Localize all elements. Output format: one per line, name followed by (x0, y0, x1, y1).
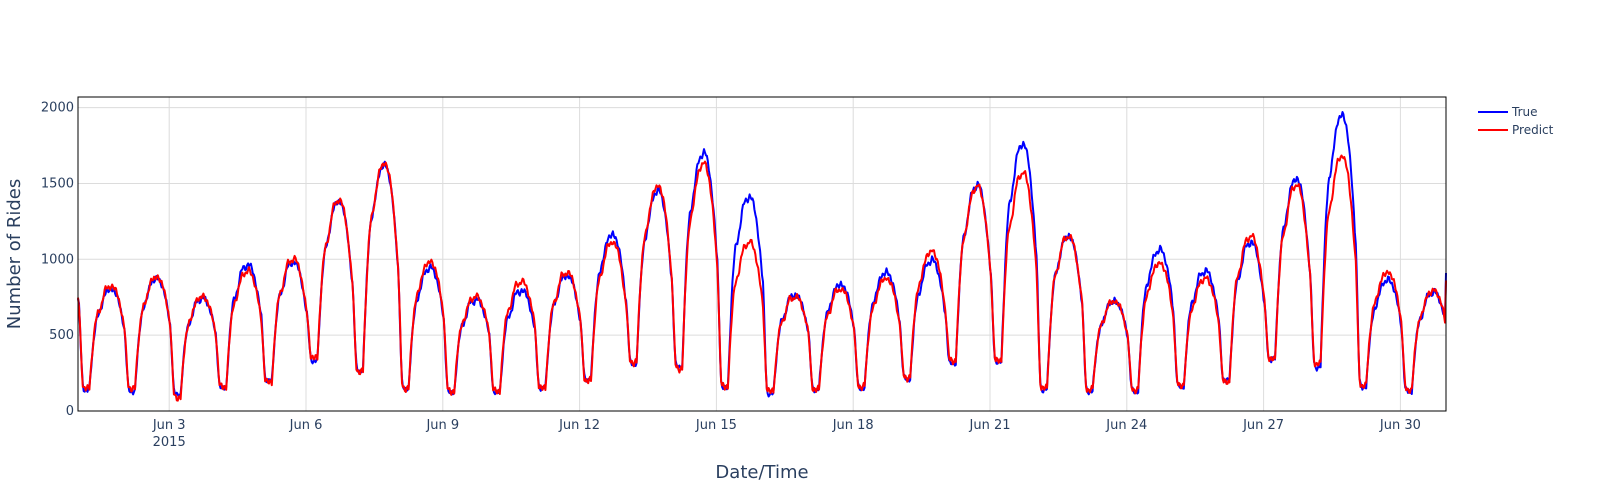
legend[interactable]: True Predict (1478, 105, 1554, 137)
x-tick-label: Jun 15 (695, 418, 737, 433)
y-tick-label: 2000 (41, 101, 74, 116)
y-axis-ticks: 0 500 1000 1500 2000 (41, 101, 74, 419)
x-axis-title: Date/Time (715, 462, 808, 483)
x-tick-label: Jun 6 (289, 418, 323, 433)
x-tick-label: Jun 24 (1105, 418, 1147, 433)
y-tick-label: 0 (66, 404, 74, 419)
series-line-predict (77, 154, 1447, 402)
series-lines (77, 111, 1447, 402)
x-tick-label: Jun 18 (832, 418, 874, 433)
x-tick-label: Jun 9 (425, 418, 459, 433)
y-tick-label: 1500 (41, 176, 74, 191)
x-tick-label: Jun 27 (1242, 418, 1284, 433)
legend-label: Predict (1512, 123, 1554, 137)
y-tick-label: 1000 (41, 252, 74, 267)
x-tick-sublabel: 2015 (153, 435, 186, 450)
gridlines (78, 97, 1446, 412)
y-axis-title: Number of Rides (4, 179, 25, 330)
x-axis-ticks: Jun 3 2015 Jun 6 Jun 9 Jun 12 Jun 15 Jun 18 Jun… (152, 418, 1421, 450)
legend-item-predict[interactable]: Predict (1478, 123, 1554, 137)
x-tick-label: Jun 21 (969, 418, 1011, 433)
x-tick-label: Jun 12 (558, 418, 600, 433)
x-tick-label: Jun 3 (152, 418, 186, 433)
legend-item-true[interactable]: True (1478, 105, 1538, 119)
series-line-true (77, 111, 1447, 399)
y-tick-label: 500 (49, 328, 74, 343)
x-tick-label: Jun 30 (1379, 418, 1421, 433)
legend-label: True (1511, 105, 1538, 119)
plot-area-frame (77, 96, 1447, 412)
